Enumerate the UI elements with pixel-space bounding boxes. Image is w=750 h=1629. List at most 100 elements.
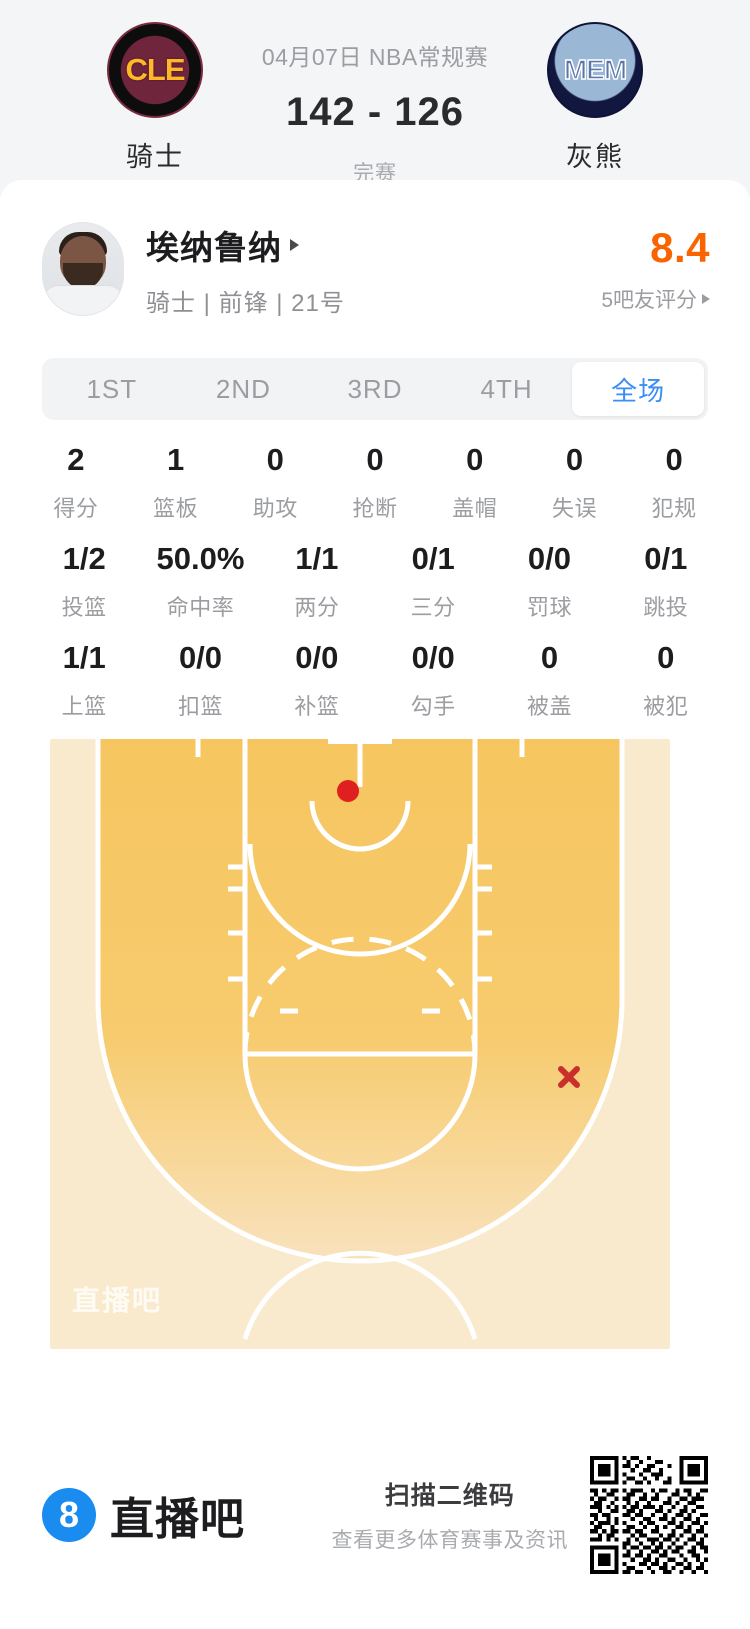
stat-dunk: 0/0 扣篮 (142, 640, 258, 721)
shot-marker-made (337, 780, 359, 802)
rating-label-row[interactable]: 5吧友评分 (601, 284, 710, 314)
period-tabs: 1ST 2ND 3RD 4TH 全场 (42, 358, 708, 420)
stat-value: 0/0 (411, 640, 455, 675)
stats-row-shottypes: 1/1 上篮 0/0 扣篮 0/0 补篮 0/0 勾手 0 被盖 (26, 640, 724, 721)
player-card: 埃纳鲁纳 骑士 | 前锋 | 21号 8.4 5吧友评分 1ST 2ND 3RD… (0, 180, 750, 1349)
brand-logo[interactable]: 8 直播吧 (42, 1483, 332, 1547)
qr-caption: 扫描二维码 查看更多体育赛事及资讯 (332, 1476, 569, 1554)
stats-grid: 2 得分 1 篮板 0 助攻 0 抢断 0 盖帽 (0, 420, 750, 721)
stat-threepoint: 0/1 三分 (375, 541, 491, 622)
stat-value: 1/1 (62, 640, 106, 675)
stat-value: 0/0 (527, 541, 572, 576)
stat-value: 0 (466, 442, 484, 477)
away-team-name: 灰熊 (566, 142, 624, 172)
away-team[interactable]: MEM 灰熊 (510, 22, 680, 174)
scoreboard: CLE 骑士 04月07日 NBA常规赛 142 - 126 完赛 MEM 灰熊 (0, 0, 750, 196)
stat-value: 1/1 (295, 541, 339, 576)
home-team-abbr: CLE (125, 52, 186, 87)
stat-turnovers: 0 失误 (525, 442, 625, 523)
stat-label: 三分 (410, 595, 456, 620)
stat-freethrow: 0/0 罚球 (491, 541, 607, 622)
footer: 8 直播吧 扫描二维码 查看更多体育赛事及资讯 (0, 1400, 750, 1629)
stat-label: 得分 (53, 496, 99, 521)
home-team[interactable]: CLE 骑士 (70, 22, 240, 174)
stat-value: 0/0 (295, 640, 339, 675)
player-name-row[interactable]: 埃纳鲁纳 (146, 221, 601, 269)
stat-value: 0/1 (644, 541, 688, 576)
tab-full-game[interactable]: 全场 (572, 362, 704, 416)
stat-value: 0 (366, 442, 384, 477)
shot-chart[interactable]: 直播吧 (50, 739, 700, 1349)
stat-tipin: 0/0 补篮 (259, 640, 375, 721)
stat-label: 扣篮 (177, 694, 223, 719)
stat-label: 助攻 (252, 496, 298, 521)
stat-label: 上篮 (61, 694, 107, 719)
stat-label: 命中率 (166, 595, 235, 620)
stat-value: 50.0% (156, 541, 245, 576)
player-name: 埃纳鲁纳 (146, 228, 282, 266)
rating-label: 5吧友评分 (601, 289, 697, 312)
chevron-right-icon (290, 238, 299, 251)
stat-value: 0 (540, 640, 559, 675)
player-avatar[interactable] (42, 222, 124, 316)
chevron-right-small-icon (702, 294, 710, 304)
match-meta: 04月07日 NBA常规赛 (261, 44, 489, 70)
stat-label: 盖帽 (452, 496, 498, 521)
stats-row-shooting: 1/2 投篮 50.0% 命中率 1/1 两分 0/1 三分 0/0 罚球 (26, 541, 724, 622)
stat-label: 被盖 (526, 694, 572, 719)
stat-blocks: 0 盖帽 (425, 442, 525, 523)
brand-mark-icon: 8 (42, 1487, 96, 1542)
stat-blocked: 0 被盖 (491, 640, 607, 721)
match-status: 完赛 (353, 162, 397, 185)
rating-block[interactable]: 8.4 5吧友评分 (601, 224, 710, 314)
stat-value: 0 (657, 640, 675, 675)
stat-label: 罚球 (526, 595, 572, 620)
stat-twopoint: 1/1 两分 (259, 541, 375, 622)
stat-value: 0/1 (411, 541, 455, 576)
qr-code-icon[interactable] (590, 1455, 708, 1574)
stat-rebounds: 1 篮板 (126, 442, 226, 523)
player-info: 埃纳鲁纳 骑士 | 前锋 | 21号 (146, 221, 601, 318)
stat-assists: 0 助攻 (225, 442, 325, 523)
stat-label: 补篮 (294, 694, 340, 719)
stats-row-basic: 2 得分 1 篮板 0 助攻 0 抢断 0 盖帽 (26, 442, 724, 523)
stat-value: 1 (166, 442, 185, 477)
court-watermark: 直播吧 (72, 1285, 163, 1316)
tab-3rd[interactable]: 3RD (347, 373, 403, 404)
stat-jumpshot: 0/1 跳投 (608, 541, 724, 622)
stat-layup: 1/1 上篮 (26, 640, 142, 721)
stat-value: 2 (67, 442, 85, 477)
stat-label: 犯规 (651, 496, 697, 521)
stat-steals: 0 抢断 (325, 442, 425, 523)
cle-team-logo-icon: CLE (107, 22, 203, 118)
shot-marker-missed (558, 1066, 580, 1088)
tab-1st[interactable]: 1ST (86, 373, 138, 404)
stat-value: 1/2 (62, 541, 106, 576)
home-team-name: 骑士 (126, 142, 184, 172)
stat-label: 被犯 (643, 694, 689, 719)
tab-2nd[interactable]: 2ND (215, 373, 271, 404)
rating-value: 8.4 (650, 224, 710, 271)
court-diagram (50, 739, 670, 1349)
final-score: 142 - 126 (285, 90, 465, 134)
stat-label: 两分 (294, 595, 340, 620)
qr-subtitle: 查看更多体育赛事及资讯 (331, 1528, 568, 1552)
stat-label: 投篮 (61, 595, 107, 620)
player-subtitle: 骑士 | 前锋 | 21号 (146, 289, 345, 317)
stat-value: 0 (665, 442, 683, 477)
stat-label: 失误 (551, 496, 597, 521)
avatar-jersey (43, 285, 123, 315)
stat-points: 2 得分 (26, 442, 126, 523)
brand-name: 直播吧 (110, 1494, 245, 1544)
stat-fouls: 0 犯规 (624, 442, 724, 523)
qr-title: 扫描二维码 (384, 1481, 515, 1510)
stat-value: 0 (565, 442, 584, 477)
stat-hook: 0/0 勾手 (375, 640, 491, 721)
stat-fieldgoals: 1/2 投篮 (26, 541, 142, 622)
score-block: 04月07日 NBA常规赛 142 - 126 完赛 (240, 22, 510, 187)
stat-value: 0 (266, 442, 284, 477)
tab-4th[interactable]: 4TH (480, 373, 533, 404)
stat-fg-percent: 50.0% 命中率 (142, 541, 258, 622)
mem-team-logo-icon: MEM (547, 22, 643, 118)
